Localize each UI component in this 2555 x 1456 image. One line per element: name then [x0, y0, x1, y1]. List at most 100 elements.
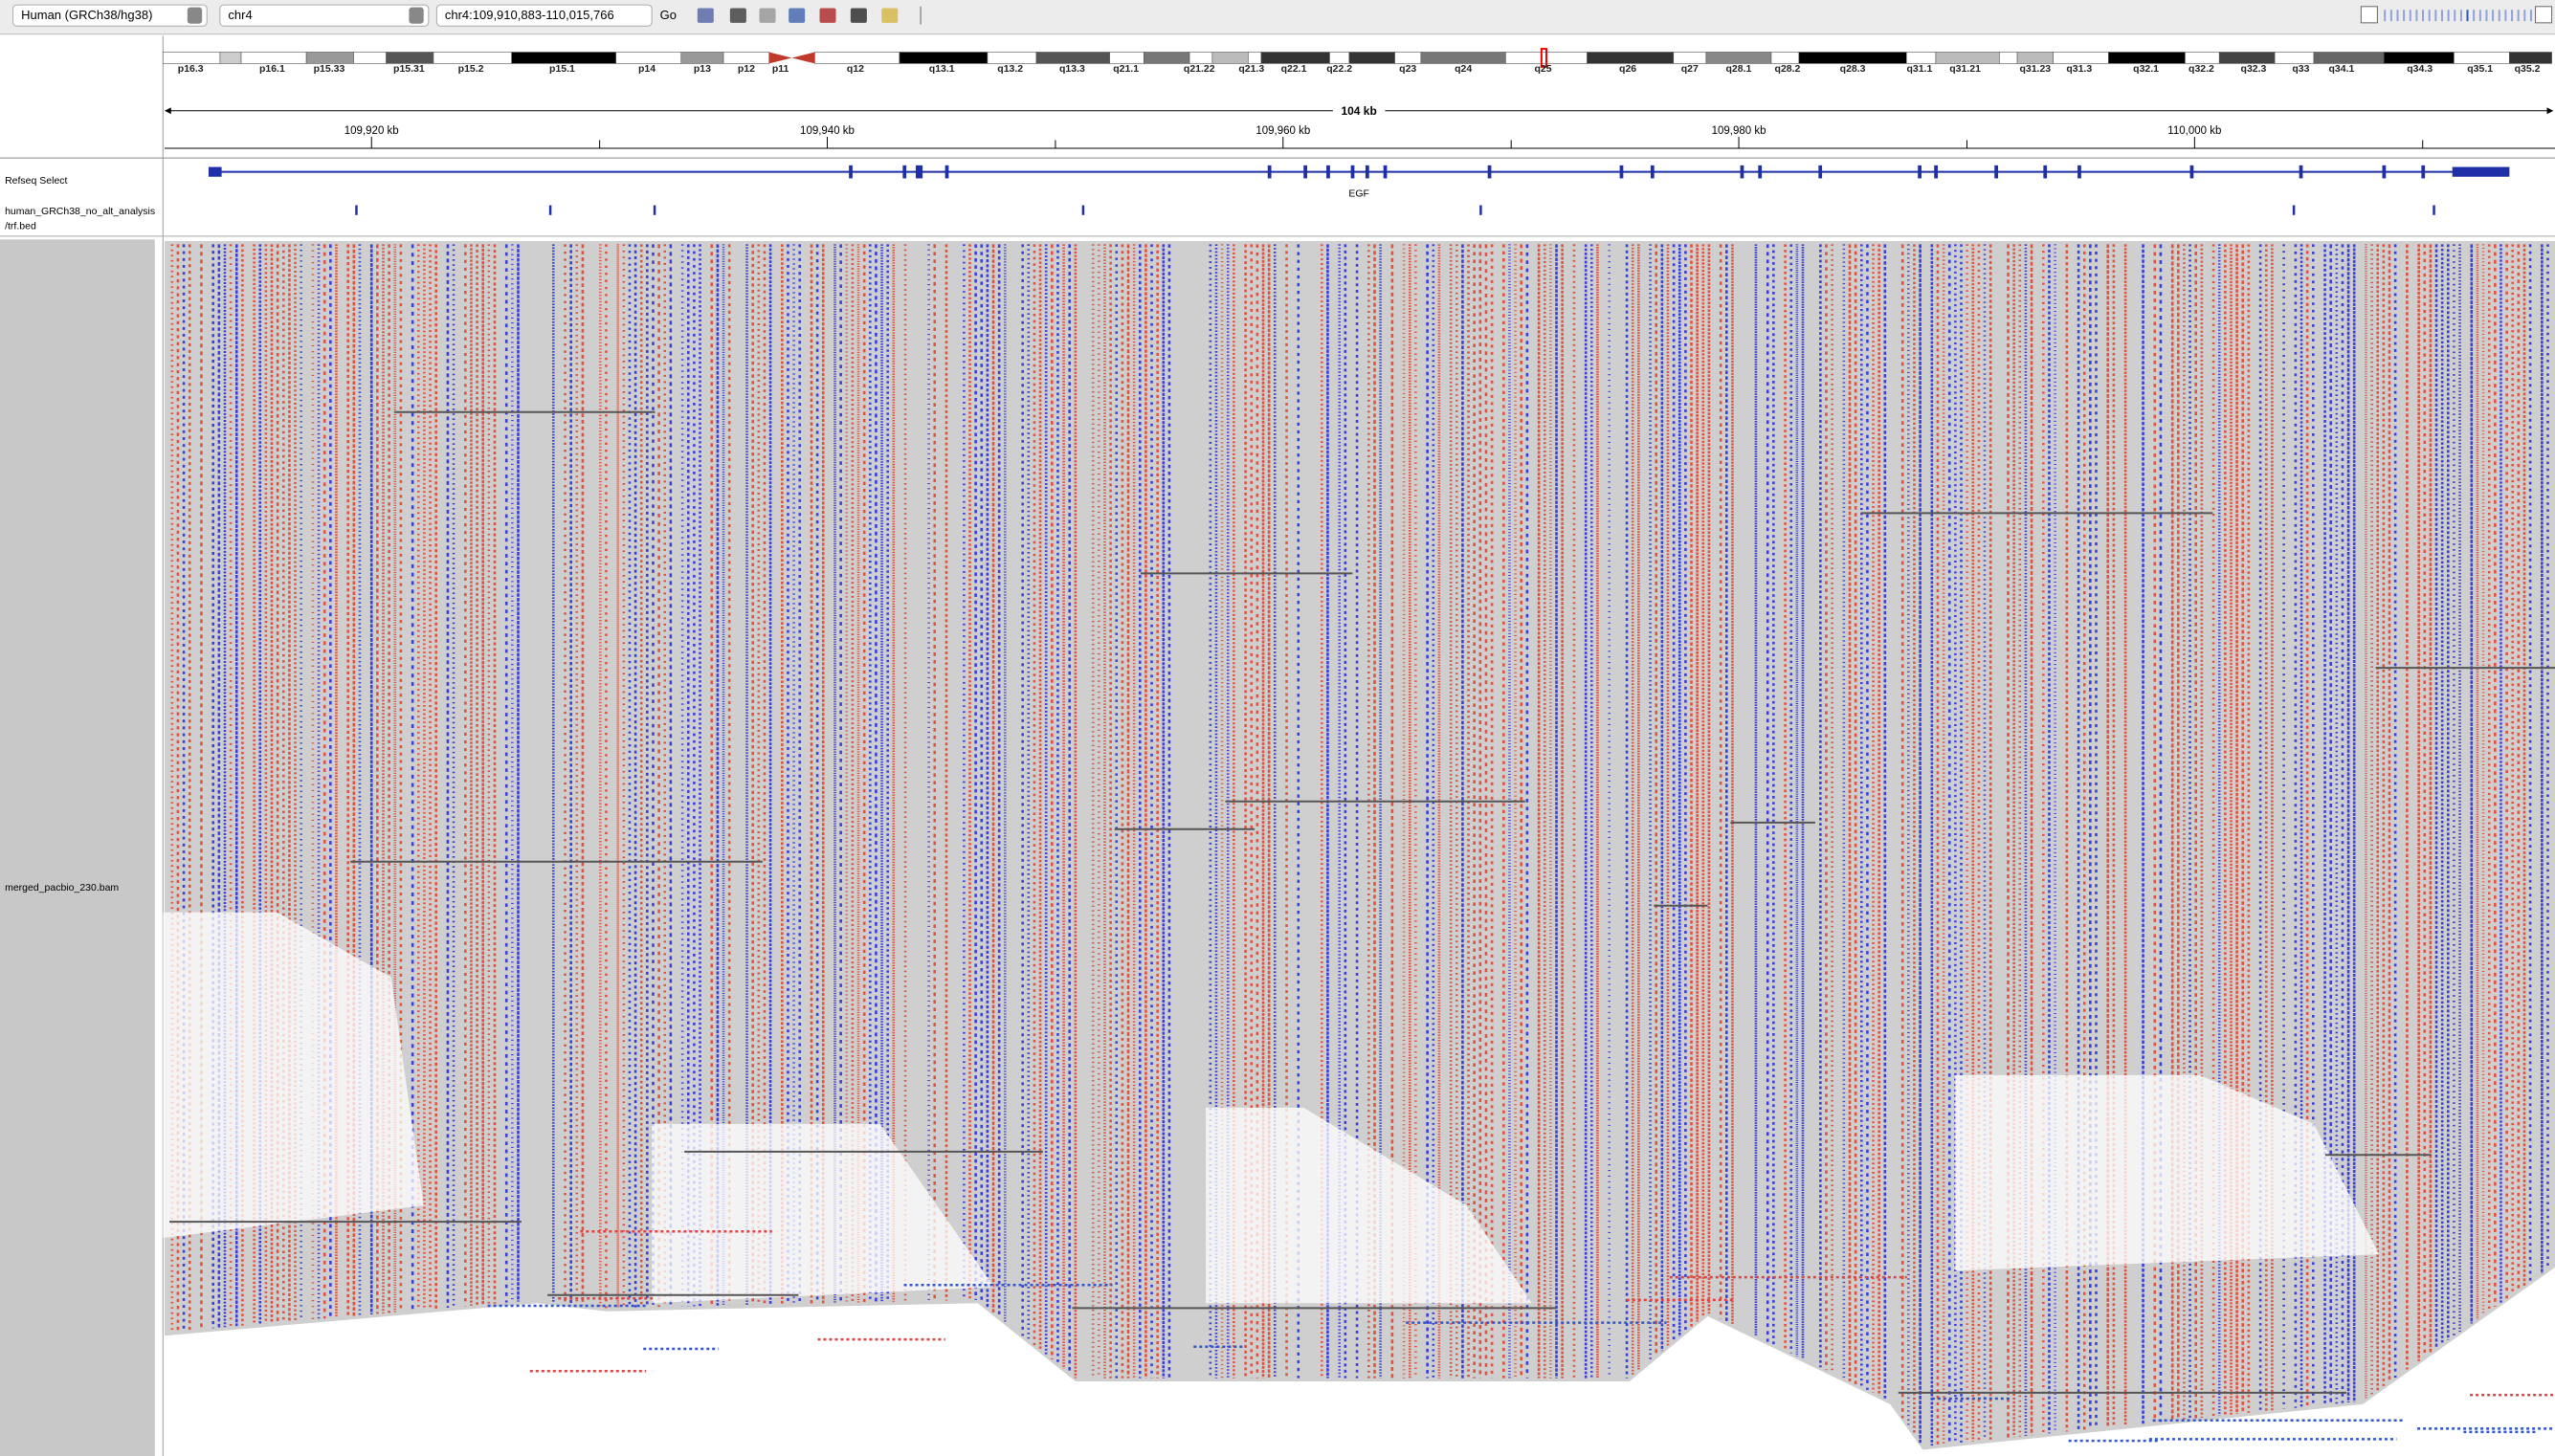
zoom-tick[interactable] [2459, 10, 2462, 22]
ruler-arrow [2546, 107, 2554, 115]
zoom-tick[interactable] [2389, 10, 2392, 22]
cytoband [2016, 52, 2054, 64]
gene-exon [2077, 165, 2081, 179]
zoom-tick[interactable] [2517, 10, 2520, 22]
cytoband-label: q23 [1399, 63, 1416, 75]
cytoband-label: q13.2 [997, 63, 1023, 75]
read-gap [1955, 1074, 2380, 1271]
zoom-tick[interactable] [2422, 10, 2425, 22]
locus-box[interactable] [435, 4, 653, 27]
zoom-tick[interactable] [2466, 10, 2469, 22]
cytoband-label: p15.33 [314, 63, 345, 75]
cytoband [2313, 52, 2385, 64]
zoom-tick[interactable] [2409, 10, 2411, 22]
chromosome-dropdown-arrow[interactable] [409, 7, 424, 24]
cytoband-label: q31.21 [1949, 63, 1981, 75]
chromosome-dropdown[interactable] [219, 4, 430, 27]
cytoband [1189, 52, 1213, 64]
gene-exon [1934, 165, 1938, 179]
zoom-tick[interactable] [2478, 10, 2481, 22]
toolbar-icon[interactable] [759, 8, 776, 23]
zoom-tick[interactable] [2384, 10, 2387, 22]
cytoband-label: q22.2 [1326, 63, 1352, 75]
cytoband [511, 52, 616, 64]
toolbar-icon[interactable] [697, 8, 714, 23]
cytoband-label: q34.1 [2329, 63, 2355, 75]
cytoband [1999, 52, 2018, 64]
cytoband [680, 52, 724, 64]
read-gap [163, 912, 424, 1239]
gene-exon [1918, 165, 1922, 179]
zoom-tick[interactable] [2504, 10, 2507, 22]
toolbar-icon[interactable] [850, 8, 867, 23]
cytoband-label: p15.1 [549, 63, 575, 75]
zoom-tick[interactable] [2396, 10, 2399, 22]
cytoband-label: q28.1 [1725, 63, 1751, 75]
cytoband-label: q32.2 [2188, 63, 2214, 75]
toolbar-icon[interactable] [881, 8, 899, 23]
current-region [1540, 48, 1547, 68]
zoom-tick[interactable] [2440, 10, 2443, 22]
cytoband [1798, 52, 1907, 64]
cytoband [1770, 52, 1800, 64]
cytoband [1705, 52, 1772, 64]
cytoband-label: q33 [2292, 63, 2309, 75]
zoom-tick[interactable] [2415, 10, 2418, 22]
cytoband [1329, 52, 1350, 64]
cytoband-label: q31.23 [2019, 63, 2051, 75]
ruler-tick-label: 109,980 kb [1712, 125, 1766, 137]
cytoband [1035, 52, 1110, 64]
zoom-tick[interactable] [2428, 10, 2431, 22]
cytoband [240, 52, 307, 64]
cytoband [2274, 52, 2315, 64]
zoom-tick[interactable] [2403, 10, 2406, 22]
track-name: Refseq Select [5, 175, 67, 187]
cytoband-label: q26 [1619, 63, 1636, 75]
cytoband-label: q13.1 [929, 63, 955, 75]
gene-exon [902, 165, 907, 179]
genome-dropdown[interactable] [12, 4, 208, 27]
zoom-tick[interactable] [2434, 10, 2437, 22]
gene-exon [1326, 165, 1330, 179]
zoom-tick[interactable] [2473, 10, 2476, 22]
toolbar-icon[interactable] [729, 8, 746, 23]
cytoband-label: q21.1 [1113, 63, 1139, 75]
zoom-tick[interactable] [2492, 10, 2495, 22]
cytoband-label: p14 [638, 63, 655, 75]
zoom-out[interactable] [2360, 6, 2378, 24]
zoom-tick[interactable] [2485, 10, 2488, 22]
go-button[interactable]: Go [660, 8, 677, 22]
cytoband [1587, 52, 1675, 64]
gene-exon [1994, 165, 1998, 179]
cytoband-label: p16.1 [259, 63, 285, 75]
zoom-tick[interactable] [2498, 10, 2500, 22]
cytoband-label: q21.3 [1238, 63, 1264, 75]
cytoband [162, 52, 221, 64]
cytoband [987, 52, 1037, 64]
zoom-tick[interactable] [2529, 10, 2532, 22]
bed-feature [2433, 205, 2435, 215]
read-gap [1206, 1107, 1532, 1304]
cytoband [1260, 52, 1330, 64]
zoom-tick[interactable] [2511, 10, 2514, 22]
toolbar-icon[interactable] [819, 8, 836, 23]
zoom-in[interactable] [2535, 6, 2553, 24]
cytoband-label: q31.3 [2066, 63, 2092, 75]
cytoband [1420, 52, 1506, 64]
cytoband-label: q22.1 [1281, 63, 1307, 75]
genome-dropdown-arrow[interactable] [187, 7, 203, 24]
gene-exon [944, 165, 949, 179]
gene-exon [2299, 165, 2303, 179]
zoom-tick[interactable] [2447, 10, 2450, 22]
cytoband [1248, 52, 1262, 64]
zoom-tick[interactable] [2454, 10, 2456, 22]
ruler-span-bg [1332, 103, 1386, 118]
cytoband-label: q24 [1455, 63, 1472, 75]
toolbar-icon[interactable] [789, 8, 806, 23]
cytoband-label: q28.2 [1775, 63, 1801, 75]
ruler-span-label: 104 kb [1341, 104, 1376, 118]
zoom-tick[interactable] [2523, 10, 2526, 22]
cytoband [2383, 52, 2455, 64]
